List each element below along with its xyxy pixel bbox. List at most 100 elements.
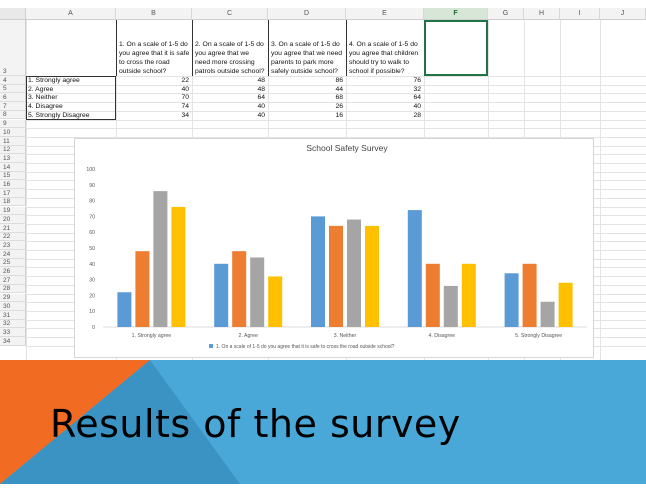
value-cell[interactable]: 74 bbox=[181, 103, 189, 111]
row-header[interactable]: 28 bbox=[0, 284, 26, 294]
grid-hline bbox=[26, 119, 646, 121]
column-header[interactable]: H bbox=[524, 8, 560, 20]
row-header[interactable]: 8 bbox=[0, 110, 26, 120]
row-header[interactable]: 34 bbox=[0, 337, 26, 346]
y-tick-label: 20 bbox=[89, 293, 95, 299]
select-all-corner[interactable] bbox=[0, 8, 26, 20]
value-cell[interactable]: 40 bbox=[257, 103, 265, 111]
row-header[interactable]: 23 bbox=[0, 241, 26, 250]
row-header[interactable]: 29 bbox=[0, 293, 26, 303]
grid-hline bbox=[26, 102, 646, 104]
question-header-cell[interactable]: 1. On a scale of 1-5 do you agree that i… bbox=[116, 20, 192, 76]
column-header[interactable]: F bbox=[424, 8, 488, 20]
column-header[interactable]: E bbox=[346, 8, 424, 20]
value-cell[interactable]: 26 bbox=[335, 103, 343, 111]
row-header[interactable]: 3 bbox=[0, 20, 26, 76]
row-header[interactable]: 6 bbox=[0, 93, 26, 103]
school-safety-chart[interactable]: School Safety Survey 0 10 20 30 40 50 60 70 80 90 1… bbox=[74, 138, 594, 358]
column-header[interactable]: B bbox=[116, 8, 192, 20]
bar bbox=[347, 219, 361, 327]
grid-hline bbox=[26, 84, 646, 86]
value-cell[interactable]: 16 bbox=[335, 111, 343, 119]
value-cell[interactable]: 34 bbox=[181, 111, 189, 119]
row-label-cell[interactable]: 1. Strongly agree bbox=[28, 77, 80, 84]
value-cell[interactable]: 48 bbox=[257, 85, 265, 93]
row-header[interactable]: 7 bbox=[0, 102, 26, 111]
x-tick-label: 5. Strongly Disagree bbox=[515, 333, 562, 339]
value-cell[interactable]: 86 bbox=[335, 77, 343, 84]
row-header[interactable]: 12 bbox=[0, 145, 26, 155]
value-cell[interactable]: 40 bbox=[413, 103, 421, 111]
value-cell[interactable]: 68 bbox=[335, 94, 343, 102]
question-header-cell[interactable]: 2. On a scale of 1-5 do you agree that w… bbox=[192, 20, 268, 76]
row-label-cell[interactable]: 4. Disagree bbox=[28, 103, 63, 111]
row-header[interactable]: 27 bbox=[0, 276, 26, 285]
row-header[interactable]: 33 bbox=[0, 328, 26, 337]
row-header[interactable]: 13 bbox=[0, 154, 26, 163]
value-cell[interactable]: 40 bbox=[181, 85, 189, 93]
row-header[interactable]: 30 bbox=[0, 302, 26, 311]
y-tick-label: 100 bbox=[86, 167, 95, 173]
y-tick-label: 0 bbox=[92, 325, 95, 331]
bar bbox=[268, 276, 283, 327]
x-tick-label: 4. Disagree bbox=[429, 333, 456, 339]
row-label-cell[interactable]: 5. Strongly Disagree bbox=[28, 111, 90, 119]
row-header[interactable]: 19 bbox=[0, 206, 26, 216]
label-column-border bbox=[26, 76, 116, 120]
banner-shapes bbox=[0, 360, 646, 484]
value-cell[interactable]: 32 bbox=[413, 85, 421, 93]
value-cell[interactable]: 76 bbox=[413, 77, 421, 84]
banner-dark-blue-triangle bbox=[0, 360, 240, 484]
row-header[interactable]: 11 bbox=[0, 136, 26, 146]
row-header[interactable]: 21 bbox=[0, 223, 26, 233]
row-header[interactable]: 18 bbox=[0, 197, 26, 207]
question-header-cell[interactable]: 3. On a scale of 1-5 do you agree that w… bbox=[268, 20, 346, 76]
chart-title: School Safety Survey bbox=[306, 143, 388, 153]
x-tick-label: 1. Strongly agree bbox=[132, 333, 172, 339]
column-header[interactable]: G bbox=[488, 8, 524, 20]
row-label-cell[interactable]: 3. Neither bbox=[28, 94, 58, 102]
bar bbox=[461, 263, 476, 327]
value-cell[interactable]: 64 bbox=[257, 94, 265, 102]
row-header[interactable]: 32 bbox=[0, 319, 26, 329]
column-header[interactable]: A bbox=[26, 8, 116, 20]
row-header[interactable]: 4 bbox=[0, 76, 26, 85]
row-header[interactable]: 17 bbox=[0, 189, 26, 198]
row-header[interactable]: 31 bbox=[0, 310, 26, 320]
row-label-cell[interactable]: 2. Agree bbox=[28, 85, 54, 93]
column-header[interactable]: C bbox=[192, 8, 268, 20]
row-header[interactable]: 5 bbox=[0, 84, 26, 94]
row-header[interactable]: 9 bbox=[0, 119, 26, 129]
legend-label: 1. On a scale of 1-5 do you agree that i… bbox=[216, 344, 395, 350]
value-cell[interactable]: 28 bbox=[413, 111, 421, 119]
selected-cell[interactable] bbox=[424, 20, 488, 76]
bar bbox=[425, 263, 440, 327]
row-header[interactable]: 25 bbox=[0, 258, 26, 268]
bar bbox=[250, 257, 265, 327]
column-header[interactable]: J bbox=[600, 8, 646, 20]
value-cell[interactable]: 64 bbox=[413, 94, 421, 102]
y-tick-label: 70 bbox=[89, 214, 95, 220]
value-cell[interactable]: 22 bbox=[181, 77, 189, 84]
y-tick-label: 30 bbox=[89, 278, 95, 284]
row-header[interactable]: 16 bbox=[0, 180, 26, 190]
row-header[interactable]: 20 bbox=[0, 215, 26, 224]
bar bbox=[558, 282, 573, 327]
value-cell[interactable]: 40 bbox=[257, 111, 265, 119]
grid-hline bbox=[26, 76, 646, 77]
x-tick-label: 3. Neither bbox=[334, 333, 357, 339]
slide-banner bbox=[0, 360, 646, 484]
row-header[interactable]: 10 bbox=[0, 128, 26, 137]
row-header[interactable]: 26 bbox=[0, 267, 26, 277]
column-header[interactable]: D bbox=[268, 8, 346, 20]
value-cell[interactable]: 48 bbox=[257, 77, 265, 84]
value-cell[interactable]: 44 bbox=[335, 85, 343, 93]
row-header[interactable]: 15 bbox=[0, 171, 26, 181]
question-header-cell[interactable]: 4. On a scale of 1-5 do you agree that c… bbox=[346, 20, 424, 76]
column-header[interactable]: I bbox=[560, 8, 600, 20]
row-header[interactable]: 24 bbox=[0, 250, 26, 259]
row-header[interactable]: 14 bbox=[0, 163, 26, 172]
value-cell[interactable]: 70 bbox=[181, 94, 189, 102]
row-header[interactable]: 22 bbox=[0, 232, 26, 242]
